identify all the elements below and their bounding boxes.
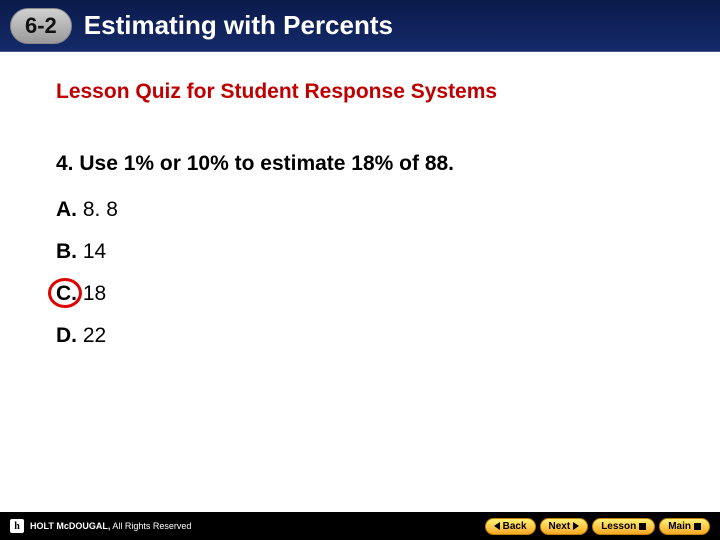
option-value: 14: [83, 240, 106, 263]
header-title: Estimating with Percents: [84, 10, 393, 41]
option-value: 18: [83, 282, 106, 305]
option-d: D. 22: [56, 324, 670, 348]
nav-label: Next: [549, 521, 571, 532]
question-number: 4.: [56, 152, 74, 175]
option-a: A. 8. 8: [56, 198, 670, 222]
option-c: C. 18: [56, 282, 670, 306]
chevron-left-icon: [494, 522, 500, 530]
option-value: 22: [83, 324, 106, 347]
nav-label: Main: [668, 521, 691, 532]
holt-logo-icon: h: [10, 519, 24, 533]
main-button[interactable]: Main: [659, 518, 710, 535]
option-letter: D.: [56, 324, 77, 347]
slide-footer: h HOLT McDOUGAL, All Rights Reserved Bac…: [0, 512, 720, 540]
answer-circle-icon: [48, 278, 82, 308]
square-icon: [639, 523, 646, 530]
nav-label: Back: [503, 521, 527, 532]
option-letter: B.: [56, 240, 77, 263]
lesson-button[interactable]: Lesson: [592, 518, 655, 535]
slide-header: 6-2 Estimating with Percents: [0, 0, 720, 52]
option-value: 8. 8: [83, 198, 118, 221]
chevron-right-icon: [573, 522, 579, 530]
next-button[interactable]: Next: [540, 518, 589, 535]
option-letter: A.: [56, 198, 77, 221]
nav-label: Lesson: [601, 521, 636, 532]
footer-brand: h HOLT McDOUGAL, All Rights Reserved: [10, 519, 191, 533]
lesson-subtitle: Lesson Quiz for Student Response Systems: [56, 80, 670, 104]
back-button[interactable]: Back: [485, 518, 536, 535]
footer-nav: Back Next Lesson Main: [485, 518, 710, 535]
question-text: Use 1% or 10% to estimate 18% of 88.: [79, 152, 454, 175]
brand-text: HOLT McDOUGAL, All Rights Reserved: [30, 521, 191, 531]
square-icon: [694, 523, 701, 530]
option-b: B. 14: [56, 240, 670, 264]
slide-content: Lesson Quiz for Student Response Systems…: [0, 52, 720, 348]
chapter-badge: 6-2: [10, 8, 72, 44]
quiz-question: 4. Use 1% or 10% to estimate 18% of 88.: [56, 152, 670, 176]
